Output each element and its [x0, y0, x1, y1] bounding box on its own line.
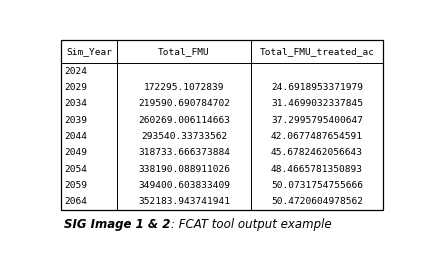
Text: 50.0731754755666: 50.0731754755666: [271, 181, 363, 190]
Text: 2024: 2024: [65, 67, 88, 76]
Text: 37.2995795400647: 37.2995795400647: [271, 116, 363, 125]
Text: 2059: 2059: [65, 181, 88, 190]
Bar: [61, 40, 383, 210]
Text: 172295.1072839: 172295.1072839: [144, 83, 224, 92]
Text: 2049: 2049: [65, 148, 88, 157]
Text: : FCAT tool output example: : FCAT tool output example: [171, 218, 331, 231]
Text: Total_FMU: Total_FMU: [158, 47, 210, 56]
Text: Total_FMU_treated_ac: Total_FMU_treated_ac: [259, 47, 375, 56]
Text: SIG Image 1 & 2: SIG Image 1 & 2: [64, 218, 171, 231]
Text: 293540.33733562: 293540.33733562: [141, 132, 227, 141]
Text: Sim_Year: Sim_Year: [66, 47, 112, 56]
Text: 338190.088911026: 338190.088911026: [138, 165, 230, 174]
Text: 2044: 2044: [65, 132, 88, 141]
Text: 352183.943741941: 352183.943741941: [138, 198, 230, 206]
Text: 349400.603833409: 349400.603833409: [138, 181, 230, 190]
Text: 31.4699032337845: 31.4699032337845: [271, 99, 363, 108]
Text: 318733.666373884: 318733.666373884: [138, 148, 230, 157]
Text: 42.0677487654591: 42.0677487654591: [271, 132, 363, 141]
Text: 2064: 2064: [65, 198, 88, 206]
Text: 45.6782462056643: 45.6782462056643: [271, 148, 363, 157]
Text: 2054: 2054: [65, 165, 88, 174]
Text: 24.6918953371979: 24.6918953371979: [271, 83, 363, 92]
Text: 2034: 2034: [65, 99, 88, 108]
Text: 48.4665781350893: 48.4665781350893: [271, 165, 363, 174]
Text: 260269.006114663: 260269.006114663: [138, 116, 230, 125]
Text: 2029: 2029: [65, 83, 88, 92]
Text: 219590.690784702: 219590.690784702: [138, 99, 230, 108]
Text: 2039: 2039: [65, 116, 88, 125]
Text: 50.4720604978562: 50.4720604978562: [271, 198, 363, 206]
